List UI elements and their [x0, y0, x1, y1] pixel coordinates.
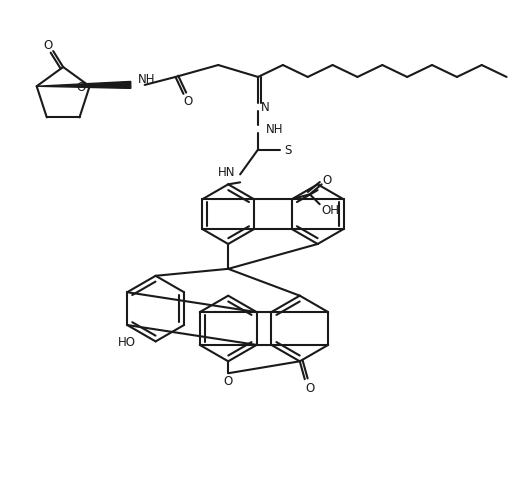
Text: N: N: [260, 101, 269, 114]
Text: O: O: [76, 80, 85, 93]
Text: O: O: [184, 95, 193, 108]
Polygon shape: [37, 82, 131, 89]
Text: O: O: [224, 374, 233, 387]
Text: O: O: [305, 381, 314, 394]
Text: S: S: [284, 144, 291, 157]
Text: OH: OH: [322, 203, 340, 216]
Text: O: O: [43, 39, 53, 51]
Text: NH: NH: [266, 123, 283, 136]
Text: HN: HN: [217, 166, 235, 179]
Text: NH: NH: [138, 73, 155, 86]
Text: HO: HO: [118, 335, 136, 348]
Text: O: O: [322, 173, 331, 186]
